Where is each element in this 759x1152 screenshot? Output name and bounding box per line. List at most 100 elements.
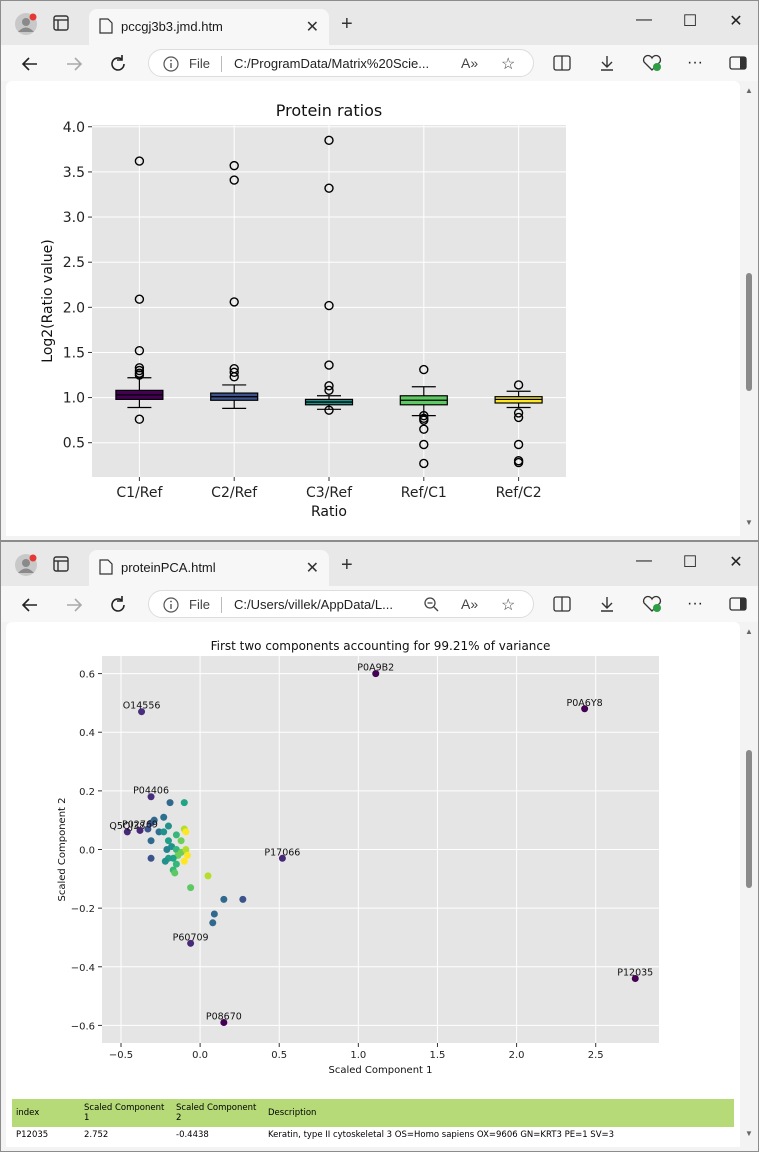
- vertical-scrollbar[interactable]: ▲ ▼: [743, 626, 755, 1146]
- scatter-point: [166, 799, 174, 807]
- address-bar[interactable]: File C:/ProgramData/Matrix%20Scie... A» …: [148, 49, 534, 77]
- back-icon[interactable]: [19, 594, 41, 616]
- favorite-star-icon[interactable]: ☆: [501, 597, 516, 614]
- scatter-point: [147, 793, 155, 801]
- x-tick-label: 0.0: [192, 1050, 208, 1061]
- split-screen-icon[interactable]: [553, 595, 571, 613]
- scatter-point: [187, 939, 195, 947]
- maximize-icon[interactable]: ☐: [682, 13, 698, 30]
- scroll-up-icon[interactable]: ▲: [745, 627, 753, 636]
- downloads-icon[interactable]: [598, 54, 616, 72]
- y-tick-label: 1.5: [63, 345, 85, 361]
- new-tab-icon[interactable]: +: [341, 13, 353, 35]
- x-axis-label: Scaled Component 1: [328, 1065, 432, 1076]
- point-label: P04406: [133, 786, 169, 797]
- tab-actions-icon[interactable]: [53, 15, 69, 36]
- tab-title: pccgj3b3.jmd.htm: [121, 19, 223, 34]
- close-tab-icon[interactable]: ✕: [305, 19, 319, 36]
- scatter-point: [372, 670, 380, 678]
- y-tick-label: 4.0: [63, 120, 85, 136]
- scatter-point: [177, 837, 185, 845]
- outlier-point: [134, 363, 145, 373]
- maximize-icon[interactable]: ☐: [682, 554, 698, 571]
- close-tab-icon[interactable]: ✕: [305, 560, 319, 577]
- scroll-thumb[interactable]: [746, 750, 752, 888]
- address-bar[interactable]: File C:/Users/villek/AppData/L... A» ☆: [148, 590, 534, 618]
- close-window-icon[interactable]: ✕: [729, 554, 743, 571]
- sidebar-toggle-icon[interactable]: [729, 595, 747, 613]
- x-tick-label: Ref/C1: [401, 485, 447, 501]
- table-header-row: index Scaled Component 1 Scaled Componen…: [12, 1099, 734, 1127]
- vertical-scrollbar[interactable]: ▲ ▼: [743, 85, 755, 535]
- minimize-icon[interactable]: —: [636, 11, 652, 28]
- outlier-point: [229, 297, 239, 307]
- x-tick-label: 1.5: [430, 1050, 446, 1061]
- more-menu-icon[interactable]: ···: [687, 54, 703, 71]
- page-content: 0.5 1.0 1.5 2.0 2.5 3.0 3.5 4.0 C1/Ref C2/Ref C3/R…: [6, 81, 740, 536]
- outlier-point: [324, 135, 334, 146]
- y-tick-label: −0.6: [71, 1021, 95, 1032]
- table-cell: Keratin, type II cytoskeletal 3 OS=Homo …: [264, 1127, 734, 1143]
- back-icon[interactable]: [19, 53, 41, 75]
- outlier-point: [513, 408, 524, 418]
- favorite-star-icon[interactable]: ☆: [501, 56, 516, 73]
- tab-actions-icon[interactable]: [53, 556, 69, 577]
- y-axis-label: Log2(Ratio value): [40, 239, 56, 362]
- close-window-icon[interactable]: ✕: [729, 13, 743, 30]
- chart-title: First two components accounting for 99.2…: [211, 639, 551, 653]
- sidebar-toggle-icon[interactable]: [729, 54, 747, 72]
- scatter-point: [163, 846, 171, 853]
- scroll-down-icon[interactable]: ▼: [745, 1129, 753, 1138]
- y-tick-label: 0.4: [79, 728, 95, 739]
- scatter-point: [150, 816, 158, 824]
- table-cell: 2.752: [80, 1127, 172, 1143]
- outlier-point: [513, 439, 524, 450]
- downloads-icon[interactable]: [598, 595, 616, 613]
- y-tick-label: −0.4: [71, 963, 95, 974]
- more-menu-icon[interactable]: ···: [687, 595, 703, 612]
- y-tick-label: 2.5: [63, 255, 85, 271]
- scatter-point: [631, 975, 639, 982]
- refresh-icon[interactable]: [107, 594, 129, 616]
- scroll-down-icon[interactable]: ▼: [745, 518, 753, 527]
- tab-active[interactable]: proteinPCA.html ✕: [89, 550, 329, 586]
- chart-title: Protein ratios: [276, 101, 382, 120]
- browser-essentials-icon[interactable]: [642, 595, 662, 613]
- scatter-point: [144, 825, 152, 833]
- y-tick-label: 0.0: [79, 846, 95, 857]
- scatter-point: [204, 872, 212, 880]
- x-axis-label: Ratio: [311, 504, 347, 520]
- minimize-icon[interactable]: —: [636, 552, 652, 569]
- read-aloud-icon[interactable]: A»: [461, 55, 479, 71]
- outlier-point: [134, 365, 145, 376]
- profile-avatar[interactable]: [15, 13, 37, 35]
- tab-active[interactable]: pccgj3b3.jmd.htm ✕: [89, 9, 329, 45]
- browser-essentials-icon[interactable]: [642, 54, 662, 72]
- refresh-icon[interactable]: [107, 53, 129, 75]
- outlier-point: [324, 385, 334, 396]
- outlier-point: [324, 405, 334, 415]
- scatter-point: [220, 895, 228, 903]
- scatter-point: [161, 857, 169, 865]
- scatter-point: [164, 822, 172, 830]
- scatter-point: [239, 895, 247, 903]
- zoom-out-icon[interactable]: [423, 596, 439, 617]
- y-tick-label: 1.0: [63, 391, 85, 407]
- scatter-point: [164, 837, 172, 845]
- forward-icon[interactable]: [63, 53, 85, 75]
- point-label: P0A9B2: [357, 663, 394, 674]
- forward-icon[interactable]: [63, 594, 85, 616]
- address-scheme: File: [189, 597, 210, 612]
- outlier-point: [134, 414, 145, 424]
- profile-avatar[interactable]: [15, 554, 37, 576]
- read-aloud-icon[interactable]: A»: [461, 596, 479, 612]
- scatter-point: [172, 831, 180, 839]
- scroll-thumb[interactable]: [746, 273, 752, 391]
- new-tab-icon[interactable]: +: [341, 554, 353, 576]
- scatter-point: [209, 919, 217, 927]
- scroll-up-icon[interactable]: ▲: [745, 86, 753, 95]
- info-icon[interactable]: [163, 597, 179, 618]
- info-icon[interactable]: [163, 56, 179, 77]
- split-screen-icon[interactable]: [553, 54, 571, 72]
- scatter-point: [210, 910, 218, 918]
